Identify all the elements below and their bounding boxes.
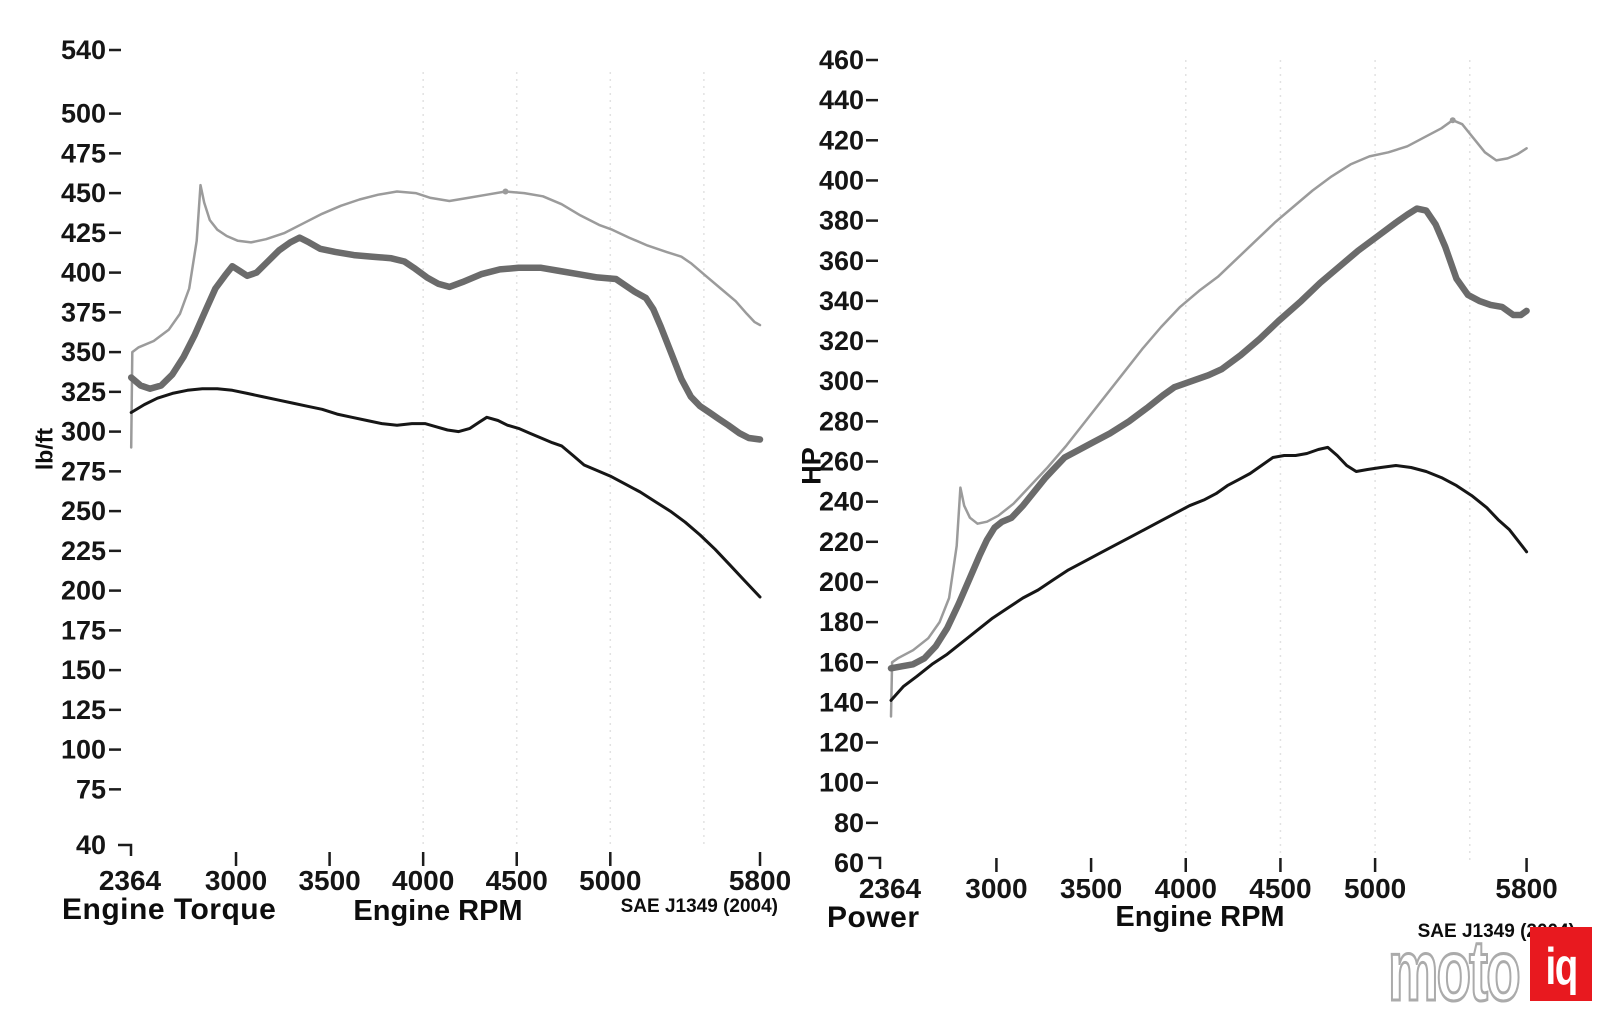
y-tick-label: 340: [819, 286, 864, 316]
motoiq-logo-red-box: iq: [1530, 927, 1592, 1001]
torque-chart: 540 500 475 450 425 400 375 350 325 300 275 250 225 2…: [61, 35, 791, 896]
y-tick-label: 300: [819, 366, 864, 396]
torque-axis-unit-label: lb/ft: [31, 427, 58, 471]
y-tick-label: 360: [819, 246, 864, 276]
y-tick-label: 275: [61, 456, 106, 486]
torque-x-axis-label: Engine RPM: [353, 895, 523, 927]
y-tick-label: 440: [819, 85, 864, 115]
y-tick-label: 460: [819, 45, 864, 75]
x-axis-start-label: 2364: [859, 873, 922, 904]
y-axis-base-label: 40: [76, 830, 106, 860]
y-tick-label: 500: [61, 99, 106, 129]
y-tick-label: 300: [61, 417, 106, 447]
x-tick-label: 4500: [486, 865, 548, 896]
y-tick-label: 180: [819, 607, 864, 637]
x-tick-label: 4500: [1249, 873, 1311, 904]
power-curve-dark-gray-thick-run: [887, 205, 1530, 672]
y-tick-label: 400: [819, 165, 864, 195]
axis-corner-mark: [868, 856, 882, 869]
y-tick-label: 175: [61, 615, 106, 645]
x-tick-label: 3500: [298, 865, 360, 896]
motoiq-logo-moto-text: moto: [1387, 923, 1522, 1018]
y-tick-label: 540: [61, 35, 106, 65]
y-tick-label: 160: [819, 647, 864, 677]
x-tick-label: 3500: [1060, 873, 1122, 904]
y-tick-label: 220: [819, 527, 864, 557]
y-tick-label: 150: [61, 655, 106, 685]
y-tick-label: 425: [61, 218, 106, 248]
y-tick-label: 260: [819, 447, 864, 477]
y-tick-label: 250: [61, 496, 106, 526]
x-tick-label: 5800: [729, 865, 791, 896]
y-tick-label: 380: [819, 206, 864, 236]
x-tick-label: 5800: [1495, 873, 1557, 904]
axis-corner-mark: [118, 843, 133, 856]
engine-torque-curve-black-run: [129, 387, 762, 599]
y-tick-label: 325: [61, 377, 106, 407]
x-tick-label: 3000: [965, 873, 1027, 904]
power-curve-black-run: [889, 445, 1529, 702]
y-tick-label: 120: [819, 728, 864, 758]
x-tick-label: 5000: [1344, 873, 1406, 904]
x-axis-start-label: 2364: [99, 865, 162, 896]
engine-torque-curve-light-gray-run: [129, 183, 762, 449]
x-tick-label: 3000: [205, 865, 267, 896]
y-tick-label: 100: [819, 768, 864, 798]
y-tick-label: 475: [61, 138, 106, 168]
y-tick-label: 400: [61, 258, 106, 288]
peak-marker-dot: [1449, 117, 1456, 124]
power-chart: 460 440 420 400 380 360 340 320 300 280 260 240 220 2…: [819, 45, 1558, 904]
y-tick-label: 375: [61, 297, 106, 327]
y-tick-label: 450: [61, 178, 106, 208]
motoiq-logo-iq-text: iq: [1545, 938, 1578, 996]
torque-sae-note: SAE J1349 (2004): [620, 896, 778, 917]
y-tick-label: 125: [61, 695, 106, 725]
x-tick-label: 4000: [1155, 873, 1217, 904]
x-tick-label: 4000: [392, 865, 454, 896]
y-tick-label: 100: [61, 735, 106, 765]
torque-chart-title: Engine Torque: [62, 893, 277, 926]
x-tick-label: 5000: [579, 865, 641, 896]
y-tick-label: 225: [61, 536, 106, 566]
y-tick-label: 200: [61, 576, 106, 606]
power-x-axis-label: Engine RPM: [1115, 901, 1285, 933]
y-tick-label: 350: [61, 337, 106, 367]
motoiq-logo: moto iq: [1387, 923, 1592, 1018]
power-chart-title: Power: [827, 901, 920, 934]
y-axis-base-label: 60: [834, 848, 864, 878]
power-axis-unit-label: HP: [796, 447, 827, 485]
y-tick-label: 240: [819, 487, 864, 517]
y-tick-label: 200: [819, 567, 864, 597]
y-tick-label: 280: [819, 406, 864, 436]
peak-marker-dot: [502, 188, 509, 195]
engine-torque-curve-dark-gray-thick-run: [127, 234, 764, 443]
y-tick-label: 80: [834, 808, 864, 838]
power-curve-light-gray-run: [889, 118, 1528, 718]
y-tick-label: 75: [76, 774, 106, 804]
y-tick-label: 320: [819, 326, 864, 356]
y-tick-label: 140: [819, 687, 864, 717]
y-tick-label: 420: [819, 125, 864, 155]
